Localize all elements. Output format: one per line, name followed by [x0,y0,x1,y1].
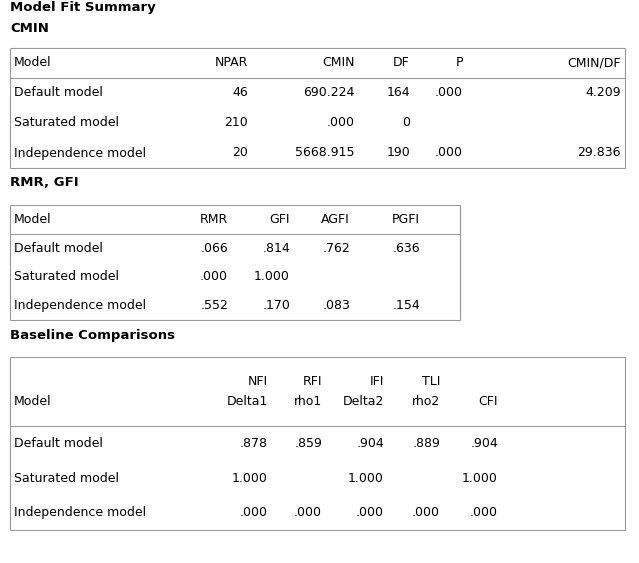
Text: .000: .000 [356,506,384,519]
Text: 164: 164 [387,87,410,100]
Text: Delta2: Delta2 [343,395,384,408]
Text: 210: 210 [224,117,248,129]
Text: 1.000: 1.000 [254,270,290,283]
Text: NPAR: NPAR [215,56,248,69]
Text: Default model: Default model [14,242,103,254]
Text: rho1: rho1 [294,395,322,408]
Text: AGFI: AGFI [321,213,350,226]
Text: Independence model: Independence model [14,146,146,159]
Text: 1.000: 1.000 [348,472,384,485]
Text: .000: .000 [412,506,440,519]
Text: TLI: TLI [422,376,440,388]
Text: .000: .000 [435,87,463,100]
Text: NFI: NFI [248,376,268,388]
Text: P: P [456,56,463,69]
Text: .762: .762 [322,242,350,254]
Text: PGFI: PGFI [392,213,420,226]
Text: IFI: IFI [369,376,384,388]
Text: 190: 190 [386,146,410,159]
Text: .000: .000 [294,506,322,519]
Text: Model: Model [14,213,52,226]
Text: CMIN: CMIN [10,21,49,34]
Text: Saturated model: Saturated model [14,117,119,129]
Text: 20: 20 [232,146,248,159]
Text: .083: .083 [322,299,350,312]
Text: Saturated model: Saturated model [14,270,119,283]
Text: Model Fit Summary: Model Fit Summary [10,2,156,15]
Text: GFI: GFI [270,213,290,226]
Text: 1.000: 1.000 [462,472,498,485]
Text: .904: .904 [357,437,384,450]
Text: .066: .066 [200,242,228,254]
Text: .904: .904 [470,437,498,450]
Text: .000: .000 [200,270,228,283]
Text: 4.209: 4.209 [585,87,621,100]
Text: DF: DF [393,56,410,69]
Text: .878: .878 [240,437,268,450]
Text: Model: Model [14,56,52,69]
Text: .000: .000 [470,506,498,519]
Text: .552: .552 [200,299,228,312]
Text: .000: .000 [435,146,463,159]
Text: CMIN: CMIN [323,56,355,69]
Text: Independence model: Independence model [14,506,146,519]
Text: CMIN/DF: CMIN/DF [567,56,621,69]
Text: .000: .000 [240,506,268,519]
Text: RFI: RFI [302,376,322,388]
Text: Independence model: Independence model [14,299,146,312]
Text: .859: .859 [294,437,322,450]
Text: Baseline Comparisons: Baseline Comparisons [10,328,175,342]
Text: 1.000: 1.000 [232,472,268,485]
Text: Model: Model [14,395,52,408]
Text: .000: .000 [327,117,355,129]
Text: .154: .154 [392,299,420,312]
Text: 46: 46 [232,87,248,100]
Text: 690.224: 690.224 [304,87,355,100]
Text: Default model: Default model [14,437,103,450]
Text: CFI: CFI [479,395,498,408]
Text: 0: 0 [402,117,410,129]
Text: 29.836: 29.836 [578,146,621,159]
Text: Default model: Default model [14,87,103,100]
Text: .889: .889 [412,437,440,450]
Text: RMR, GFI: RMR, GFI [10,176,79,190]
Text: Saturated model: Saturated model [14,472,119,485]
Text: 5668.915: 5668.915 [295,146,355,159]
Text: .170: .170 [262,299,290,312]
Text: .636: .636 [392,242,420,254]
Text: Delta1: Delta1 [227,395,268,408]
Text: RMR: RMR [200,213,228,226]
Text: .814: .814 [262,242,290,254]
Text: rho2: rho2 [412,395,440,408]
